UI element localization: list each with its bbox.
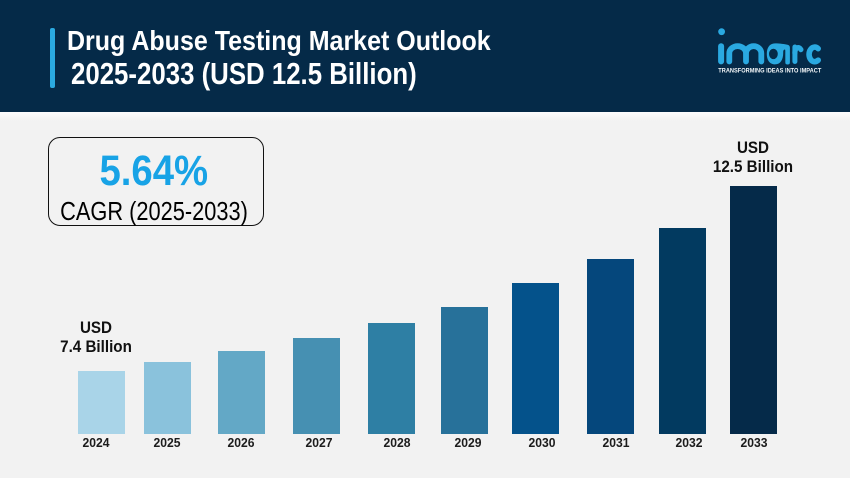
svg-text:TRANSFORMING IDEAS INTO IMPACT: TRANSFORMING IDEAS INTO IMPACT [718,67,821,74]
